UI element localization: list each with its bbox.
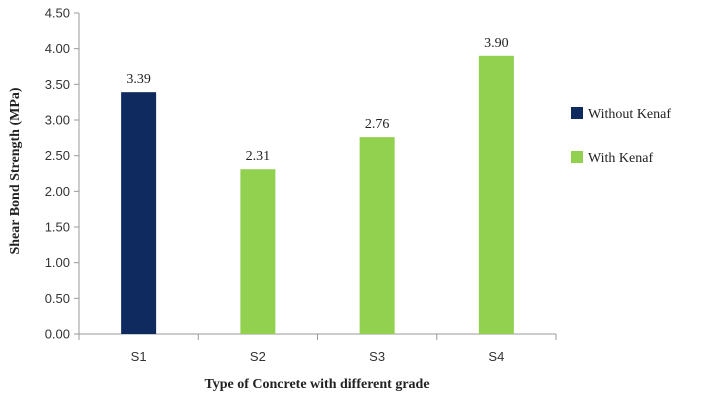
bar bbox=[240, 169, 276, 334]
x-tick-label: S2 bbox=[250, 349, 266, 364]
data-label: 2.31 bbox=[246, 149, 271, 164]
y-tick-label: 0.00 bbox=[45, 327, 70, 342]
y-tick-label: 1.50 bbox=[45, 220, 70, 235]
y-tick-label: 0.50 bbox=[45, 291, 70, 306]
bar bbox=[478, 55, 514, 335]
x-tick-label: S3 bbox=[369, 349, 385, 364]
data-label: 3.90 bbox=[484, 36, 509, 51]
x-axis-title: Type of Concrete with different grade bbox=[204, 377, 429, 392]
legend-label: Without Kenaf bbox=[588, 107, 671, 122]
x-tick-label: S1 bbox=[131, 349, 147, 364]
legend-swatch bbox=[571, 107, 583, 119]
bar bbox=[121, 92, 157, 335]
chart-bars bbox=[121, 55, 514, 335]
y-tick-label: 2.50 bbox=[45, 148, 70, 163]
y-tick-label: 4.50 bbox=[45, 6, 70, 21]
bar bbox=[359, 137, 395, 334]
y-tick-labels: 0.00 0.50 1.00 1.50 2.00 2.50 3.00 3.50 4.00 4.50 bbox=[45, 6, 79, 342]
y-axis-title: Shear Bond Strength (MPa) bbox=[8, 87, 23, 254]
y-tick-label: 2.00 bbox=[45, 184, 70, 199]
y-tick-label: 3.00 bbox=[45, 113, 70, 128]
legend-swatch bbox=[571, 151, 583, 163]
x-tick-labels: S1 S2 S3 S4 bbox=[78, 334, 557, 364]
y-tick-label: 3.50 bbox=[45, 77, 70, 92]
data-label: 2.76 bbox=[365, 117, 390, 132]
data-label: 3.39 bbox=[126, 72, 151, 87]
chart-legend: Without Kenaf With Kenaf bbox=[571, 107, 671, 166]
y-tick-label: 1.00 bbox=[45, 255, 70, 270]
chart-data-labels: 3.39 2.31 2.76 3.90 bbox=[126, 36, 508, 164]
x-tick-label: S4 bbox=[488, 349, 504, 364]
legend-label: With Kenaf bbox=[588, 151, 653, 166]
y-tick-label: 4.00 bbox=[45, 41, 70, 56]
